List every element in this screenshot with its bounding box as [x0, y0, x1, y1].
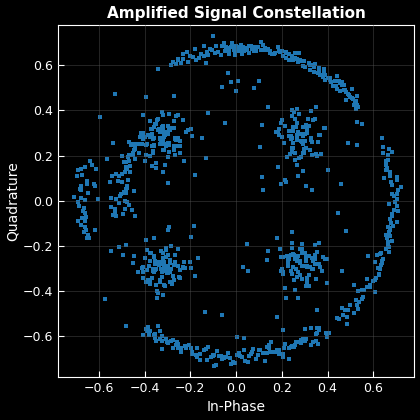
Channel 1: [94, 166, 99, 171]
Channel 1: [327, 77, 332, 82]
Channel 1: [212, 363, 217, 368]
Channel 1: [383, 167, 389, 172]
Line: Channel 1: Channel 1: [73, 34, 403, 367]
Y-axis label: Quadrature: Quadrature: [5, 161, 20, 241]
Channel 1: [354, 107, 359, 112]
Channel 1: [228, 79, 234, 84]
Channel 1: [306, 117, 311, 122]
Channel 1: [351, 97, 356, 102]
Channel 1: [210, 34, 215, 39]
X-axis label: In-Phase: In-Phase: [207, 400, 265, 415]
Channel 1: [289, 113, 294, 118]
Title: Amplified Signal Constellation: Amplified Signal Constellation: [107, 5, 365, 21]
